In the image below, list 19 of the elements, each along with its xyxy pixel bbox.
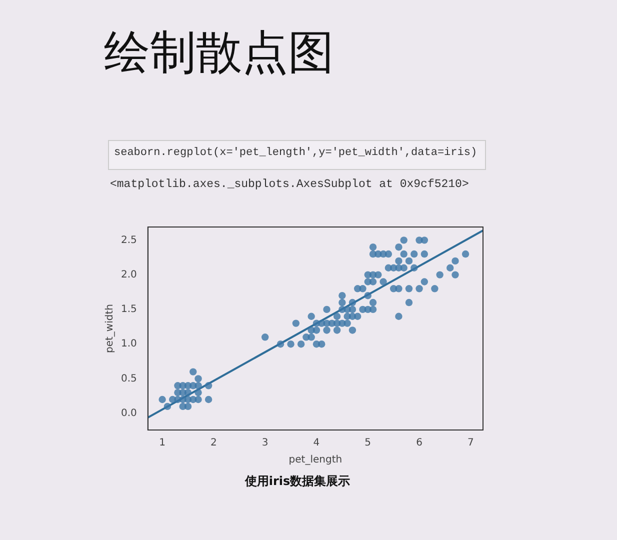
y-tick-label: 1.5 xyxy=(120,304,137,316)
x-tick-label: 5 xyxy=(364,438,372,449)
chart-subtitle: seaborn.regplot(x='pet_length',y='pet_width',data=iris) xyxy=(108,140,486,170)
x-tick-label: 3 xyxy=(262,438,268,449)
chart-title: 绘制散点图 xyxy=(104,26,334,80)
x-tick-label: 4 xyxy=(313,438,320,449)
y-axis-title: pet_width xyxy=(104,304,116,353)
y-tick-label: 0.5 xyxy=(120,373,137,384)
y-tick-label: 0.0 xyxy=(120,408,137,419)
y-tick-label: 1.0 xyxy=(120,338,137,350)
text: <matplotlib.axes._subplots.AxesSubplot at 0x9cf5210> xyxy=(110,178,469,191)
x-axis-title: pet_length xyxy=(288,454,342,466)
y-tick-label: 2.0 xyxy=(120,269,137,280)
text: 使用iris数据集展示 xyxy=(244,473,352,490)
y-tick-label: 2.5 xyxy=(120,234,137,246)
x-tick-label: 7 xyxy=(467,438,474,449)
x-tick-label: 1 xyxy=(159,438,166,449)
x-tick-label: 6 xyxy=(416,438,422,449)
x-tick-label: 2 xyxy=(210,438,217,449)
